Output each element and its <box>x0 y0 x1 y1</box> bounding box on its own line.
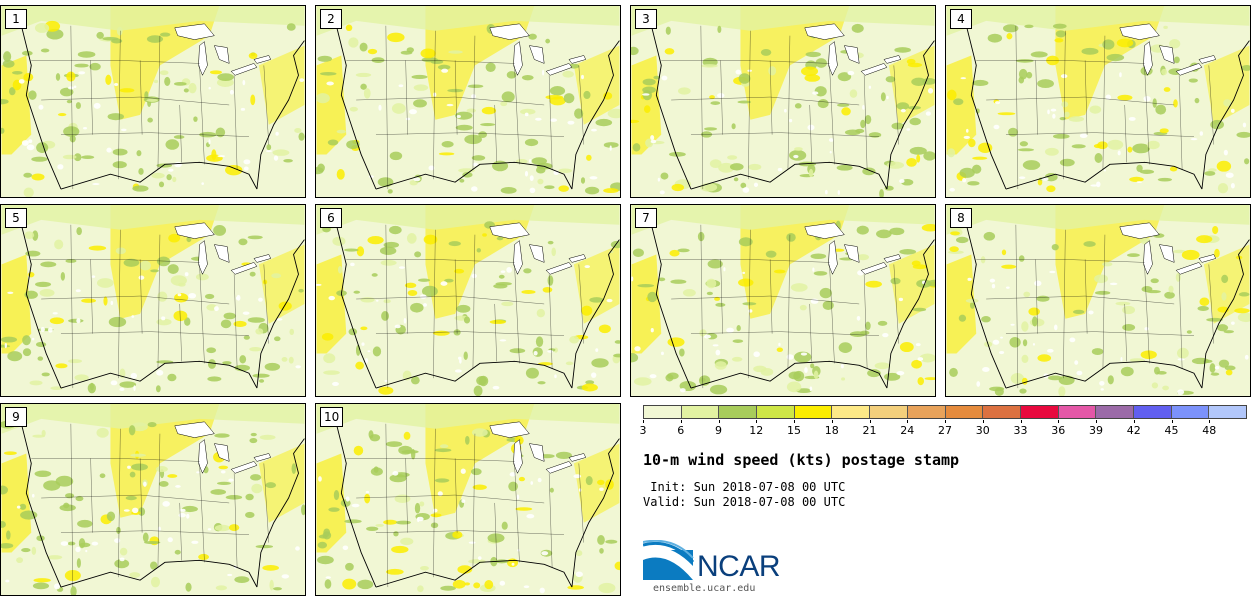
colorbar-tick-label: 21 <box>862 424 877 437</box>
colorbar-tickmark <box>869 420 871 423</box>
figure-title: 10-m wind speed (kts) postage stamp <box>643 451 960 469</box>
member-map-panel: 6 <box>315 204 621 397</box>
wind-field-map <box>631 6 935 197</box>
wind-field-map <box>316 404 620 595</box>
member-number-label: 1 <box>5 9 27 29</box>
colorbar-tickmark <box>1020 420 1022 423</box>
colorbar-tick-label: 9 <box>715 424 722 437</box>
colorbar-segment <box>1096 406 1134 418</box>
colorbar-segment <box>1133 406 1172 418</box>
site-url[interactable]: ensemble.ucar.edu <box>653 583 756 594</box>
colorbar-tickmark <box>1171 420 1173 423</box>
colorbar-tickmark <box>794 420 795 423</box>
member-map-panel: 1 <box>0 5 306 198</box>
member-number-label: 6 <box>320 208 342 228</box>
colorbar-segment <box>983 406 1021 418</box>
member-map-panel: 4 <box>945 5 1251 198</box>
colorbar-segment <box>681 406 720 418</box>
wind-field-map <box>946 205 1250 396</box>
wind-field-map <box>1 6 305 197</box>
colorbar-tickmark <box>756 420 758 423</box>
wind-field-map <box>316 205 620 396</box>
ncar-logo-icon <box>643 540 695 580</box>
colorbar-tick-label: 6 <box>677 424 685 437</box>
member-number-label: 3 <box>635 9 657 29</box>
member-number-label: 10 <box>320 407 344 427</box>
colorbar-segment <box>907 406 946 418</box>
member-number-label: 9 <box>5 407 27 427</box>
colorbar-segment <box>945 406 984 418</box>
member-map-panel: 7 <box>630 204 936 397</box>
colorbar-tickmark <box>1133 420 1135 423</box>
colorbar-segment <box>644 406 682 418</box>
wind-field-map <box>316 6 620 197</box>
colorbar-segment <box>870 406 908 418</box>
member-map-panel: 8 <box>945 204 1251 397</box>
init-time: Init: Sun 2018-07-08 00 UTC <box>643 480 846 494</box>
member-map-panel: 10 <box>315 403 621 596</box>
colorbar-tickmark <box>718 420 720 423</box>
colorbar-tick-label: 27 <box>938 424 952 437</box>
colorbar <box>643 405 1247 419</box>
member-number-label: 7 <box>635 208 657 228</box>
colorbar-tick-label: 33 <box>1013 424 1028 437</box>
colorbar-tick-label: 3 <box>639 424 647 437</box>
colorbar-tickmark <box>1209 420 1211 423</box>
colorbar-tickmark <box>1096 420 1097 423</box>
logo-text: NCAR <box>697 550 781 583</box>
member-number-label: 5 <box>5 208 27 228</box>
colorbar-tick-label: 45 <box>1164 424 1179 437</box>
member-map-panel: 3 <box>630 5 936 198</box>
colorbar-tick-label: 12 <box>749 424 764 437</box>
wind-field-map <box>1 205 305 396</box>
colorbar-segment <box>1209 406 1246 418</box>
wind-field-map <box>631 205 935 396</box>
colorbar-segment <box>1171 406 1210 418</box>
colorbar-segment <box>794 406 833 418</box>
member-map-panel: 9 <box>0 403 306 596</box>
member-number-label: 4 <box>950 9 972 29</box>
colorbar-tick-label: 39 <box>1089 424 1103 437</box>
colorbar-tickmark <box>680 420 682 423</box>
colorbar-tick-label: 24 <box>900 424 915 437</box>
wind-field-map <box>1 404 305 595</box>
wind-field-map <box>946 6 1250 197</box>
member-map-panel: 2 <box>315 5 621 198</box>
colorbar-tick-label: 42 <box>1126 424 1141 437</box>
colorbar-tick-label: 30 <box>975 424 990 437</box>
valid-time: Valid: Sun 2018-07-08 00 UTC <box>643 495 846 509</box>
colorbar-tick-label: 36 <box>1051 424 1066 437</box>
colorbar-segment <box>832 406 871 418</box>
member-number-label: 2 <box>320 9 342 29</box>
colorbar-segment <box>1058 406 1097 418</box>
colorbar-ticks: 3 6 9 12 15 18 21 24 27 30 33 36 39 42 45 48 <box>639 420 1247 440</box>
colorbar-tickmark <box>982 420 984 423</box>
colorbar-segment <box>1020 406 1059 418</box>
member-number-label: 8 <box>950 208 972 228</box>
colorbar-tickmark <box>643 420 644 423</box>
colorbar-tick-label: 48 <box>1202 424 1217 437</box>
member-map-panel: 5 <box>0 204 306 397</box>
colorbar-segment <box>719 406 758 418</box>
colorbar-tick-label: 18 <box>824 424 839 437</box>
colorbar-tick-label: 15 <box>787 424 801 437</box>
colorbar-tickmark <box>1058 420 1060 423</box>
colorbar-tickmark <box>831 420 833 423</box>
colorbar-segment <box>757 406 795 418</box>
colorbar-tickmark <box>945 420 946 423</box>
colorbar-tickmark <box>907 420 909 423</box>
